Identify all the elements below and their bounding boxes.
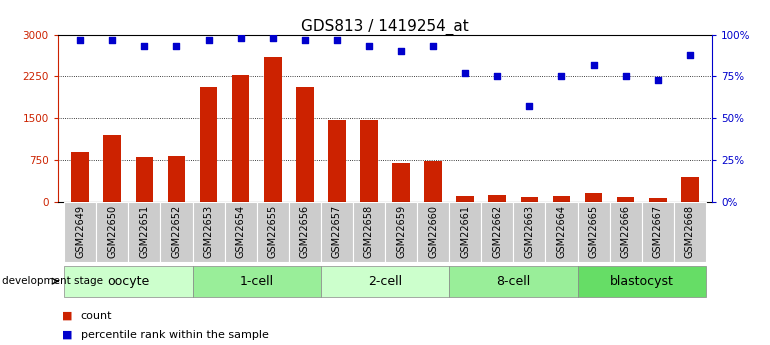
- Text: development stage: development stage: [2, 276, 102, 286]
- Text: GSM22654: GSM22654: [236, 205, 246, 258]
- Bar: [296, 88, 313, 202]
- Bar: [584, 193, 602, 202]
- Bar: [392, 163, 410, 202]
- Bar: [641, 202, 674, 262]
- Bar: [192, 266, 321, 297]
- Bar: [72, 152, 89, 202]
- Text: GSM22668: GSM22668: [685, 205, 695, 258]
- Text: GSM22656: GSM22656: [300, 205, 310, 258]
- Point: [235, 35, 247, 41]
- Text: GSM22657: GSM22657: [332, 205, 342, 258]
- Bar: [321, 266, 449, 297]
- Bar: [328, 120, 346, 202]
- Bar: [103, 135, 121, 202]
- Text: 2-cell: 2-cell: [368, 275, 402, 288]
- Bar: [192, 202, 225, 262]
- Point: [459, 70, 471, 76]
- Bar: [424, 161, 442, 202]
- Text: count: count: [81, 311, 112, 321]
- Text: GSM22653: GSM22653: [203, 205, 213, 258]
- Text: GSM22664: GSM22664: [557, 205, 567, 258]
- Bar: [353, 202, 385, 262]
- Text: GSM22660: GSM22660: [428, 205, 438, 258]
- Text: GSM22659: GSM22659: [396, 205, 406, 258]
- Text: GSM22651: GSM22651: [139, 205, 149, 258]
- Bar: [578, 202, 610, 262]
- Text: GSM22667: GSM22667: [653, 205, 663, 258]
- Text: GSM22649: GSM22649: [75, 205, 85, 258]
- Bar: [514, 202, 545, 262]
- Bar: [457, 196, 474, 202]
- Text: GSM22665: GSM22665: [588, 205, 598, 258]
- Bar: [545, 202, 578, 262]
- Bar: [289, 202, 321, 262]
- Title: GDS813 / 1419254_at: GDS813 / 1419254_at: [301, 18, 469, 34]
- Point: [363, 43, 375, 49]
- Point: [395, 49, 407, 54]
- Bar: [649, 198, 667, 202]
- Bar: [160, 202, 192, 262]
- Bar: [578, 266, 706, 297]
- Point: [588, 62, 600, 67]
- Bar: [64, 202, 96, 262]
- Text: GSM22655: GSM22655: [268, 205, 278, 258]
- Text: 8-cell: 8-cell: [496, 275, 531, 288]
- Bar: [129, 202, 160, 262]
- Bar: [610, 202, 641, 262]
- Bar: [96, 202, 129, 262]
- Point: [170, 43, 182, 49]
- Bar: [256, 202, 289, 262]
- Point: [74, 37, 86, 42]
- Bar: [681, 177, 698, 202]
- Bar: [417, 202, 449, 262]
- Point: [203, 37, 215, 42]
- Point: [427, 43, 439, 49]
- Bar: [481, 202, 514, 262]
- Bar: [449, 202, 481, 262]
- Point: [555, 73, 567, 79]
- Point: [684, 52, 696, 57]
- Text: blastocyst: blastocyst: [610, 275, 674, 288]
- Point: [491, 73, 504, 79]
- Point: [266, 35, 279, 41]
- Bar: [553, 196, 571, 202]
- Bar: [232, 75, 249, 202]
- Bar: [488, 195, 506, 202]
- Text: GSM22662: GSM22662: [492, 205, 502, 258]
- Bar: [168, 156, 186, 202]
- Bar: [360, 120, 378, 202]
- Point: [651, 77, 664, 82]
- Text: oocyte: oocyte: [107, 275, 149, 288]
- Bar: [199, 88, 217, 202]
- Point: [139, 43, 151, 49]
- Text: GSM22661: GSM22661: [460, 205, 470, 258]
- Bar: [449, 266, 578, 297]
- Point: [524, 104, 536, 109]
- Text: percentile rank within the sample: percentile rank within the sample: [81, 330, 269, 339]
- Bar: [385, 202, 417, 262]
- Point: [331, 37, 343, 42]
- Bar: [264, 57, 282, 202]
- Text: ■: ■: [62, 311, 72, 321]
- Point: [620, 73, 632, 79]
- Bar: [64, 266, 192, 297]
- Bar: [136, 157, 153, 202]
- Text: GSM22663: GSM22663: [524, 205, 534, 258]
- Point: [106, 37, 119, 42]
- Text: GSM22666: GSM22666: [621, 205, 631, 258]
- Point: [299, 37, 311, 42]
- Text: GSM22650: GSM22650: [107, 205, 117, 258]
- Text: GSM22658: GSM22658: [364, 205, 374, 258]
- Text: GSM22652: GSM22652: [172, 205, 182, 258]
- Text: 1-cell: 1-cell: [239, 275, 273, 288]
- Bar: [321, 202, 353, 262]
- Bar: [617, 197, 634, 202]
- Bar: [674, 202, 706, 262]
- Bar: [225, 202, 256, 262]
- Text: ■: ■: [62, 330, 72, 339]
- Bar: [521, 197, 538, 202]
